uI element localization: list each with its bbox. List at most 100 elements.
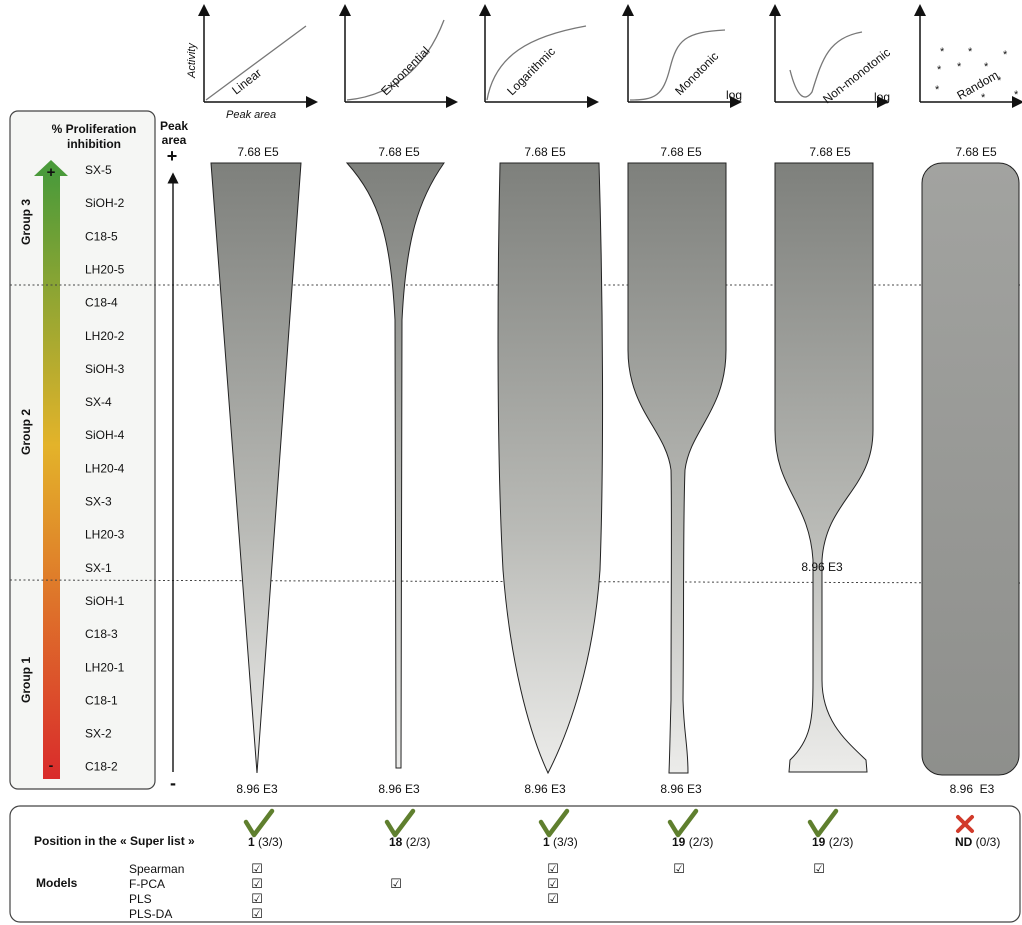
super-list-rank: ND (0/3) — [955, 835, 1000, 849]
shape-logarithmic — [497, 162, 604, 775]
sample-label: SX-1 — [85, 561, 112, 575]
random-scatter: * * * * * * * * * * — [935, 46, 1019, 104]
inhibition-gradient-bar — [43, 172, 60, 779]
random-label: Random — [955, 68, 1001, 103]
peak-axis-plus: + — [167, 146, 178, 166]
logarithmic-label: Logarithmic — [504, 44, 558, 98]
shape-exponential — [345, 162, 445, 769]
sample-label: LH20-3 — [85, 528, 125, 542]
proliferation-title-line1: % Proliferation — [52, 122, 137, 136]
sample-label: SX-2 — [85, 727, 112, 741]
gradient-minus-sign: - — [49, 757, 54, 773]
non-monotonic-top-value: 7.68 E5 — [809, 145, 851, 159]
super-list-rank: 18 (2/3) — [389, 835, 430, 849]
sample-label: SiOH-3 — [85, 362, 125, 376]
non-monotonic-log-label: log — [874, 90, 890, 104]
linear-top-value: 7.68 E5 — [237, 145, 279, 159]
model-checkbox-icon: ☑ — [547, 876, 559, 891]
group-2-label: Group 2 — [19, 409, 33, 455]
shape-non-monotonic — [774, 162, 874, 773]
mini-graph-logarithmic: Logarithmic — [479, 4, 599, 108]
linear-bottom-value: 8.96 E3 — [236, 782, 278, 796]
sample-label: SX-5 — [85, 163, 112, 177]
check-mark-icon — [243, 808, 275, 838]
model-checkbox-icon: ☑ — [547, 891, 559, 906]
exponential-label: Exponential — [378, 44, 432, 98]
exponential-bottom-value: 8.96 E3 — [378, 782, 420, 796]
svg-text:*: * — [968, 46, 973, 58]
activity-axis-label: Activity — [186, 42, 198, 79]
model-name-pls-da: PLS-DA — [129, 907, 172, 921]
shape-linear — [210, 162, 302, 774]
sample-label: SiOH-1 — [85, 594, 125, 608]
sample-label: SiOH-4 — [85, 428, 125, 442]
svg-text:*: * — [997, 75, 1002, 87]
svg-text:*: * — [935, 84, 940, 96]
non-monotonic-curve — [789, 31, 863, 98]
model-checkbox-icon: ☑ — [251, 876, 263, 891]
group-3-label: Group 3 — [19, 199, 33, 245]
sample-label: LH20-2 — [85, 329, 125, 343]
model-checkbox-icon: ☑ — [547, 861, 559, 876]
peak-axis-title-line1: Peak — [160, 119, 188, 133]
model-checkbox-icon: ☑ — [251, 861, 263, 876]
model-checkbox-icon: ☑ — [251, 891, 263, 906]
left-panel: % Proliferation inhibition + - Group 3 G… — [9, 110, 156, 790]
proliferation-title-line2: inhibition — [67, 137, 121, 151]
group-1-label: Group 1 — [19, 657, 33, 703]
super-list-position-label: Position in the « Super list » — [34, 834, 195, 848]
shape-random — [921, 162, 1020, 776]
super-list-rank: 1 (3/3) — [248, 835, 283, 849]
mini-graph-linear: Activity Peak area Linear — [186, 4, 318, 121]
logarithmic-top-value: 7.68 E5 — [524, 145, 566, 159]
mini-graph-random: * * * * * * * * * * Random — [914, 4, 1022, 108]
svg-text:*: * — [981, 92, 986, 104]
logarithmic-bottom-value: 8.96 E3 — [524, 782, 566, 796]
model-name-pls: PLS — [129, 892, 152, 906]
sample-label: C18-5 — [85, 229, 118, 243]
monotonic-curve — [629, 29, 726, 101]
gradient-arrow-head — [34, 160, 68, 176]
svg-text:*: * — [937, 64, 942, 76]
sample-label: SiOH-2 — [85, 196, 125, 210]
sample-label: C18-1 — [85, 693, 118, 707]
sample-label: C18-3 — [85, 627, 118, 641]
svg-text:*: * — [1014, 89, 1019, 101]
svg-text:*: * — [957, 61, 962, 73]
peak-axis-minus: - — [170, 773, 176, 793]
monotonic-bottom-value: 8.96 E3 — [660, 782, 702, 796]
check-mark-icon — [667, 808, 699, 838]
sample-label: LH20-4 — [85, 461, 125, 475]
bottom-panel: Position in the « Super list » Models Sp… — [9, 805, 1021, 923]
exponential-curve — [346, 19, 445, 101]
svg-text:*: * — [984, 61, 989, 73]
model-checkbox-icon: ☑ — [813, 861, 825, 876]
non-monotonic-mid-value: 8.96 E3 — [801, 560, 843, 574]
sample-label: SX-3 — [85, 495, 112, 509]
model-name-spearman: Spearman — [129, 862, 184, 876]
bottom-panel-frame — [9, 805, 1021, 923]
cross-mark-icon — [956, 815, 974, 833]
peak-area-axis-label: Peak area — [226, 109, 276, 121]
model-checkbox-icon: ☑ — [673, 861, 685, 876]
model-checkbox-icon: ☑ — [251, 906, 263, 921]
mini-graph-non-monotonic: Non-monotonic log — [769, 4, 893, 108]
sample-list: SX-5 SiOH-2 C18-5 LH20-5 C18-4 LH20-2 SiOH-3 SX… — [85, 163, 125, 774]
peak-axis-title-line2: area — [162, 133, 187, 147]
models-label: Models — [36, 876, 78, 890]
monotonic-log-label: log — [726, 88, 742, 102]
exponential-top-value: 7.68 E5 — [378, 145, 420, 159]
super-list-rank: 19 (2/3) — [672, 835, 713, 849]
model-name-f-pca: F-PCA — [129, 877, 165, 891]
sample-label: C18-4 — [85, 296, 118, 310]
sample-label: LH20-1 — [85, 660, 125, 674]
sample-label: SX-4 — [85, 395, 112, 409]
peak-area-axis: Peak area + - — [160, 119, 188, 793]
check-mark-icon — [538, 808, 570, 838]
super-list-rank: 19 (2/3) — [812, 835, 853, 849]
check-mark-icon — [807, 808, 839, 838]
gradient-plus-sign: + — [47, 164, 56, 181]
logarithmic-curve — [486, 25, 587, 101]
monotonic-label: Monotonic — [672, 49, 721, 98]
